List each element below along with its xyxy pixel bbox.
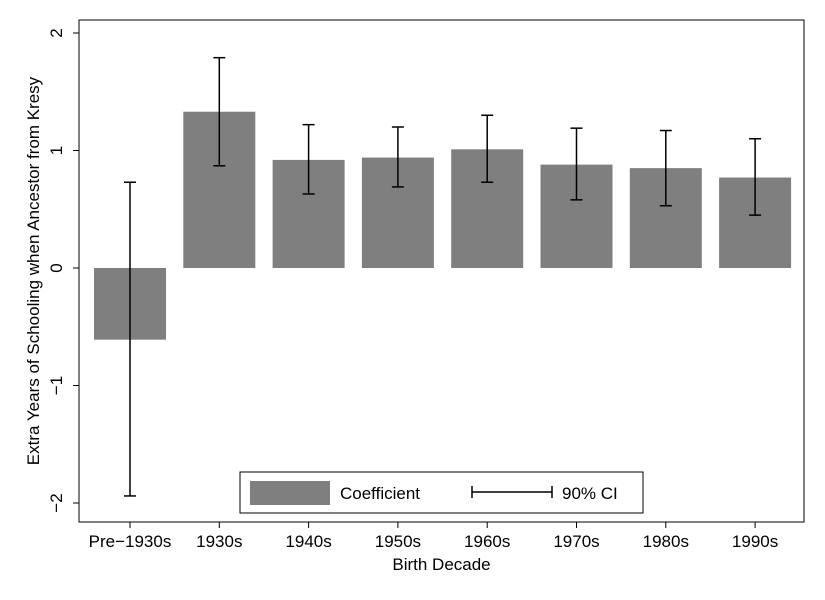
x-tick-label: Pre−1930s <box>89 532 172 551</box>
legend: Coefficient 90% CI <box>239 471 644 514</box>
legend-label-ci: 90% CI <box>562 484 618 503</box>
ci-whisker <box>391 126 404 188</box>
ci-whisker <box>302 123 315 195</box>
plot-frame <box>78 19 805 523</box>
y-axis: −2 −1 0 1 2 <box>47 28 79 513</box>
ci-whisker <box>749 138 762 216</box>
x-tick-label: 1990s <box>732 532 778 551</box>
x-axis-title: Birth Decade <box>392 555 490 574</box>
ci-whisker <box>570 127 583 201</box>
y-axis-title: Extra Years of Schooling when Ancestor f… <box>24 76 43 465</box>
ci-whisker <box>481 114 494 183</box>
x-tick-label: 1960s <box>464 532 510 551</box>
x-tick-label: 1930s <box>196 532 242 551</box>
y-tick-label: −1 <box>47 376 66 395</box>
legend-label-coefficient: Coefficient <box>340 484 420 503</box>
ci-whisker <box>124 181 136 497</box>
ci-layer <box>124 56 762 497</box>
x-tick-label: 1980s <box>643 532 689 551</box>
ci-whisker <box>659 129 672 207</box>
y-tick-label: 1 <box>47 146 66 155</box>
x-tick-label: 1970s <box>553 532 599 551</box>
bars-layer <box>94 111 792 340</box>
ci-whisker <box>213 56 226 167</box>
y-tick-label: −2 <box>47 493 66 512</box>
legend-swatch-coefficient <box>250 481 330 505</box>
x-tick-label: 1950s <box>375 532 421 551</box>
legend-ci-symbol <box>471 486 553 498</box>
y-tick-label: 2 <box>47 28 66 37</box>
x-axis: Pre−1930s 1930s 1940s 1950s 1960s 1970s 1980s 1… <box>89 522 778 551</box>
x-tick-label: 1940s <box>285 532 331 551</box>
y-tick-label: 0 <box>47 263 66 272</box>
